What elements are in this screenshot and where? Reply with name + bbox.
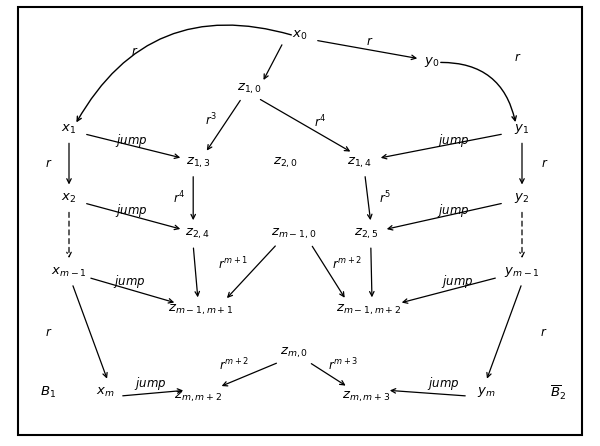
FancyArrowPatch shape	[86, 204, 179, 230]
FancyArrowPatch shape	[382, 134, 501, 159]
Text: $r$: $r$	[514, 51, 521, 65]
Text: $r^{m+1}$: $r^{m+1}$	[218, 256, 248, 273]
Text: $r^3$: $r^3$	[205, 112, 217, 129]
Text: $r^{m+2}$: $r^{m+2}$	[219, 356, 249, 373]
Text: $z_{2,4}$: $z_{2,4}$	[185, 227, 211, 241]
FancyArrowPatch shape	[260, 99, 349, 151]
Text: $y_0$: $y_0$	[424, 55, 440, 70]
Text: $jump$: $jump$	[115, 202, 147, 219]
FancyArrowPatch shape	[67, 212, 71, 257]
FancyArrowPatch shape	[487, 286, 521, 377]
Text: $z_{m,m+2}$: $z_{m,m+2}$	[174, 390, 222, 404]
Text: $z_{2,5}$: $z_{2,5}$	[353, 227, 379, 241]
Text: $x_0$: $x_0$	[292, 29, 308, 42]
FancyArrowPatch shape	[91, 278, 173, 303]
Text: $r$: $r$	[541, 157, 548, 170]
FancyArrowPatch shape	[520, 143, 524, 183]
FancyArrowPatch shape	[193, 248, 199, 296]
Text: $z_{1,4}$: $z_{1,4}$	[347, 156, 373, 170]
FancyArrowPatch shape	[365, 177, 372, 219]
FancyArrowPatch shape	[441, 62, 516, 121]
Text: $y_1$: $y_1$	[514, 122, 530, 136]
FancyArrowPatch shape	[86, 134, 179, 158]
Text: $x_1$: $x_1$	[61, 123, 77, 136]
Text: $z_{1,0}$: $z_{1,0}$	[236, 82, 262, 96]
Text: $jump$: $jump$	[427, 375, 459, 392]
Text: $z_{2,0}$: $z_{2,0}$	[272, 156, 298, 170]
Text: $z_{m,0}$: $z_{m,0}$	[280, 345, 308, 359]
Text: $r^{m+3}$: $r^{m+3}$	[328, 356, 358, 373]
Text: $z_{m-1,0}$: $z_{m-1,0}$	[271, 227, 317, 241]
FancyArrowPatch shape	[228, 246, 275, 297]
FancyArrowPatch shape	[73, 286, 107, 377]
FancyArrowPatch shape	[77, 25, 292, 121]
Text: $r^4$: $r^4$	[173, 189, 185, 206]
Text: $y_m$: $y_m$	[477, 385, 495, 400]
Text: $r$: $r$	[367, 35, 374, 48]
Text: $r$: $r$	[540, 326, 547, 339]
FancyArrowPatch shape	[370, 248, 374, 296]
Text: $x_2$: $x_2$	[61, 192, 77, 205]
Text: $x_{m-1}$: $x_{m-1}$	[51, 265, 87, 279]
FancyArrowPatch shape	[191, 177, 196, 219]
FancyArrowPatch shape	[520, 212, 524, 257]
Text: $r$: $r$	[46, 157, 53, 170]
FancyArrowPatch shape	[67, 143, 71, 183]
FancyArrowPatch shape	[388, 203, 501, 230]
Text: $r$: $r$	[45, 326, 52, 339]
Text: $r^5$: $r^5$	[379, 189, 391, 206]
FancyArrowPatch shape	[403, 278, 496, 303]
FancyArrowPatch shape	[123, 389, 182, 396]
Text: $y_2$: $y_2$	[514, 191, 530, 206]
FancyArrowPatch shape	[208, 100, 240, 149]
Text: $jump$: $jump$	[441, 273, 473, 290]
FancyArrowPatch shape	[312, 246, 344, 297]
Text: $z_{1,3}$: $z_{1,3}$	[185, 156, 211, 170]
Text: $jump$: $jump$	[113, 273, 146, 290]
Text: $z_{m,m+3}$: $z_{m,m+3}$	[342, 390, 390, 404]
FancyArrowPatch shape	[311, 363, 344, 385]
Text: $z_{m-1,m+2}$: $z_{m-1,m+2}$	[336, 303, 402, 317]
FancyArrowPatch shape	[264, 45, 282, 79]
FancyArrowPatch shape	[318, 41, 416, 60]
Text: $jump$: $jump$	[134, 375, 166, 392]
Text: $r^4$: $r^4$	[314, 114, 326, 131]
FancyArrowPatch shape	[391, 388, 465, 396]
Text: $y_{m-1}$: $y_{m-1}$	[504, 265, 540, 279]
FancyArrowPatch shape	[223, 363, 277, 386]
Text: $r^{m+2}$: $r^{m+2}$	[332, 256, 362, 273]
Text: $\overline{B}_2$: $\overline{B}_2$	[550, 383, 566, 402]
Text: $jump$: $jump$	[437, 202, 470, 219]
Text: $B_1$: $B_1$	[40, 385, 56, 400]
Text: $r$: $r$	[131, 45, 139, 58]
Text: $x_m$: $x_m$	[96, 386, 114, 399]
Text: $z_{m-1,m+1}$: $z_{m-1,m+1}$	[168, 303, 234, 317]
Text: $jump$: $jump$	[115, 132, 147, 149]
Text: $jump$: $jump$	[437, 132, 470, 149]
